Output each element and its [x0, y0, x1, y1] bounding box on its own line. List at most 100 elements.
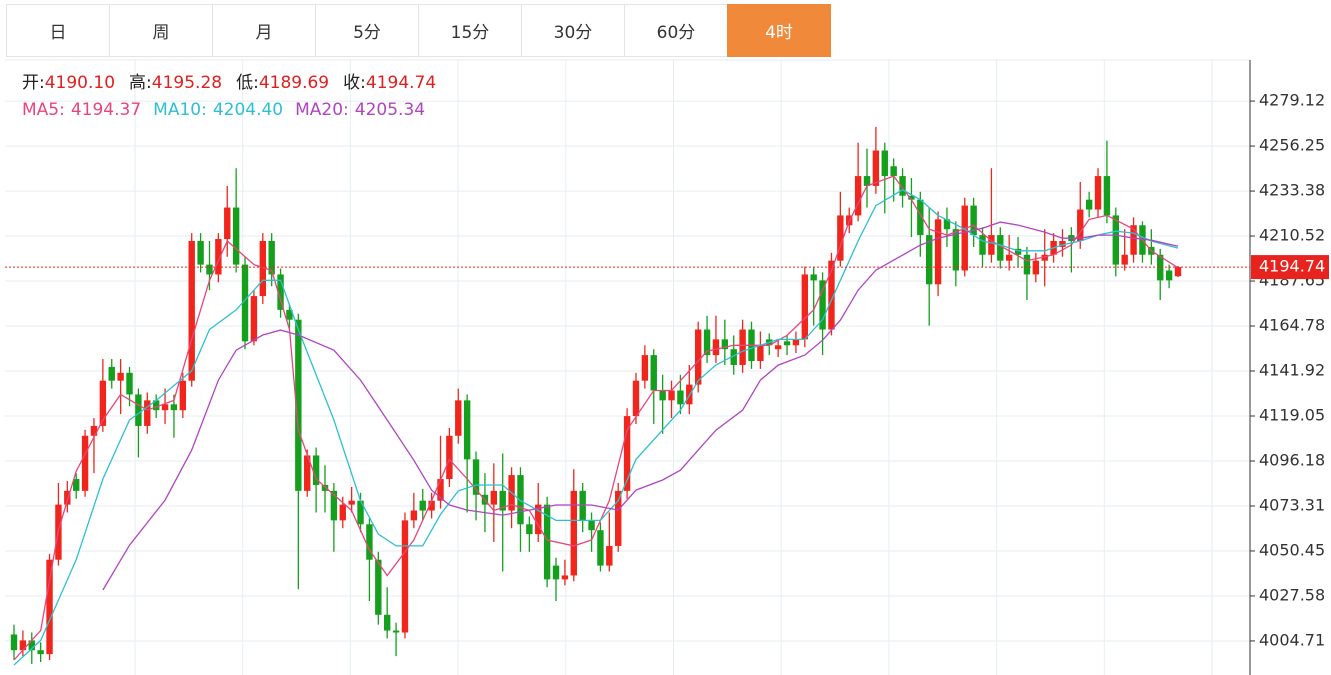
candle-body — [952, 229, 960, 271]
y-tick-label: 4279.12 — [1259, 91, 1325, 110]
candle-body — [606, 545, 613, 566]
candle-body — [934, 219, 942, 285]
y-tick-label: 4073.31 — [1259, 495, 1325, 514]
ma-label: MA5: — [22, 100, 65, 120]
candle-body — [730, 349, 737, 365]
y-tick-label: 4119.05 — [1259, 405, 1325, 424]
y-tick-label: 4164.78 — [1259, 316, 1325, 335]
tab[interactable]: 60分 — [624, 4, 728, 57]
candle-body — [99, 380, 107, 426]
candle-body — [455, 400, 462, 436]
candle-body — [295, 319, 302, 491]
candle-body — [419, 500, 426, 511]
candle-body — [126, 372, 133, 395]
candle-body — [1077, 209, 1084, 241]
candle-body — [357, 500, 364, 525]
ma-label: MA10: — [153, 100, 207, 120]
candle-body — [206, 264, 213, 275]
candle-body — [526, 524, 533, 535]
y-tick-label: 4141.92 — [1259, 361, 1325, 380]
candle-body — [446, 435, 453, 480]
y-tick-label: 4050.45 — [1259, 540, 1325, 559]
y-tick-label: 4256.25 — [1259, 136, 1325, 155]
candle-body — [721, 339, 729, 350]
info-value: 4194.74 — [365, 73, 437, 93]
ma-value: 4194.37 — [70, 100, 142, 120]
ma-line — [102, 221, 1179, 591]
candle-body — [330, 490, 338, 521]
ma-value: 4205.34 — [354, 100, 426, 120]
candle-body — [1157, 254, 1164, 281]
candle-body — [1014, 248, 1022, 255]
info-value: 4195.28 — [151, 73, 223, 93]
candle-body — [988, 235, 995, 255]
candle-body — [1121, 254, 1128, 265]
y-tick-label: 4210.52 — [1259, 226, 1325, 245]
candle-body — [215, 239, 222, 275]
candle-body — [694, 329, 702, 385]
tab[interactable]: 周 — [109, 4, 213, 57]
candle-body — [703, 329, 711, 356]
candle-body — [90, 425, 98, 436]
candle-body — [739, 329, 746, 365]
candle-body — [1130, 225, 1137, 255]
candle-body — [250, 296, 258, 342]
candle-body — [801, 274, 809, 340]
candle-body — [161, 404, 169, 411]
candle-body — [863, 176, 871, 186]
candle-body — [926, 235, 933, 285]
tab[interactable]: 4时 — [727, 4, 831, 57]
last-price-box — [1251, 255, 1329, 280]
candle-body — [588, 520, 595, 531]
y-tick-label: 4004.71 — [1259, 630, 1325, 649]
candle-body — [997, 235, 1004, 261]
info-value: 4190.10 — [44, 73, 116, 93]
tab[interactable]: 5分 — [315, 4, 419, 57]
info-value: 4189.69 — [258, 73, 330, 93]
candle-body — [383, 614, 391, 631]
tab[interactable]: 30分 — [521, 4, 625, 57]
tab[interactable]: 月 — [212, 4, 316, 57]
candle-body — [899, 176, 906, 196]
info-label: 开: — [22, 73, 45, 93]
candle-body — [908, 195, 915, 200]
candle-body — [1023, 254, 1031, 275]
candle-body — [828, 260, 835, 330]
tab[interactable]: 日 — [6, 4, 110, 57]
candle-body — [1103, 176, 1111, 216]
last-price-label: 4194.74 — [1259, 257, 1325, 276]
candle-body — [241, 264, 249, 342]
candle-body — [535, 504, 542, 535]
tab[interactable]: 15分 — [418, 4, 522, 57]
candle-body — [819, 280, 826, 330]
candle-body — [890, 166, 897, 177]
ohlc-row: 开:4190.10 高:4195.28 低:4189.69 收:4194.74 — [22, 70, 450, 97]
candle-body — [179, 380, 187, 411]
y-tick-label: 4233.38 — [1259, 181, 1325, 200]
candle-body — [392, 630, 400, 633]
candle-body — [543, 504, 551, 580]
candle-body — [632, 380, 640, 417]
plot — [10, 126, 1182, 666]
candle-body — [1112, 215, 1120, 265]
candle-body — [437, 479, 444, 501]
candle-body — [152, 400, 160, 411]
candle-body — [401, 520, 409, 633]
candle-body — [552, 565, 560, 580]
candle-body — [641, 355, 649, 381]
candle-body — [188, 240, 195, 381]
candle-body — [144, 400, 151, 426]
candle-body — [224, 207, 231, 240]
candle-body — [597, 530, 604, 566]
ma-value: 4204.40 — [212, 100, 284, 120]
candle-body — [286, 309, 293, 320]
candle-body — [570, 490, 577, 576]
candle-body — [979, 235, 986, 255]
y-tick-label: 4027.58 — [1259, 585, 1325, 604]
candle-body — [37, 650, 44, 655]
candle-body — [517, 475, 524, 525]
candle-body — [1094, 176, 1102, 210]
candle-body — [615, 490, 622, 546]
